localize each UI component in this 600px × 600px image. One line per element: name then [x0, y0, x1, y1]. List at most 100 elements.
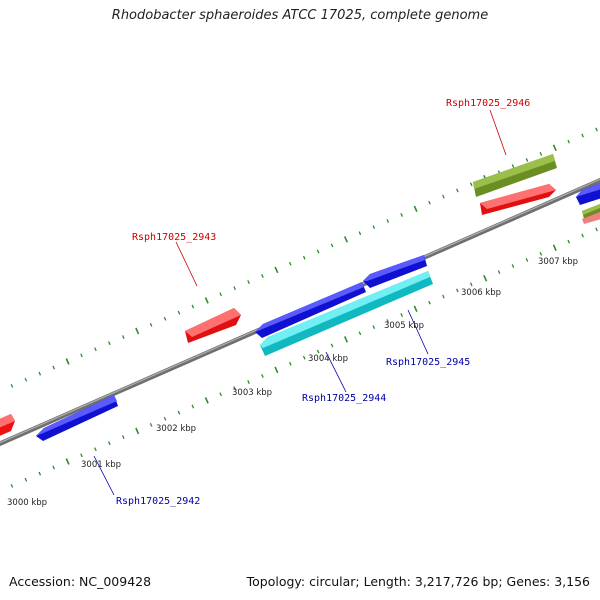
tick-mark — [135, 427, 140, 435]
tick-mark — [80, 353, 83, 358]
tick-mark — [400, 213, 403, 217]
gene-feature-edge-olive[interactable] — [582, 202, 600, 224]
tick-mark — [386, 319, 390, 323]
tick-mark — [38, 371, 42, 376]
gene-label-2945[interactable]: Rsph17025_2945 — [386, 357, 470, 368]
tick-mark — [289, 261, 292, 266]
tick-mark — [595, 227, 598, 232]
tick-mark — [442, 194, 445, 199]
tick-mark — [595, 127, 598, 132]
kbp-label: 3002 kbp — [156, 424, 196, 434]
gene-feature[interactable] — [0, 414, 15, 440]
tick-mark — [191, 404, 195, 409]
tick-mark — [400, 313, 403, 317]
tick-mark — [497, 270, 501, 275]
tick-mark — [456, 288, 459, 293]
tick-mark — [233, 386, 236, 391]
tick-mark — [413, 205, 418, 213]
tick-mark — [372, 325, 376, 330]
tick-mark — [65, 458, 70, 465]
map-title: Rhodobacter sphaeroides ATCC 17025, comp… — [111, 8, 489, 23]
tick-mark — [204, 297, 209, 304]
tick-mark — [10, 483, 14, 488]
kbp-label: 3003 kbp — [232, 388, 272, 398]
tick-mark — [24, 477, 28, 482]
leader-line-2944 — [325, 351, 347, 393]
gene-rsph17025-2946[interactable] — [480, 184, 556, 215]
gene-label-2943[interactable]: Rsph17025_2943 — [132, 232, 216, 243]
tick-mark — [581, 133, 584, 138]
tick-mark — [330, 243, 334, 248]
gene-rsph17025-2942[interactable] — [36, 395, 118, 441]
tick-mark — [135, 327, 140, 335]
tick-mark — [177, 410, 181, 415]
gene-rsph17025-2943[interactable] — [185, 308, 241, 343]
tick-mark — [539, 251, 543, 256]
tick-mark — [149, 322, 153, 327]
tick-mark — [289, 361, 292, 366]
kbp-label: 3004 kbp — [308, 354, 348, 364]
accession-text: Accession: NC_009428 — [9, 574, 152, 589]
tick-mark — [372, 225, 376, 230]
tick-mark — [469, 182, 473, 187]
tick-mark — [343, 236, 349, 243]
tick-mark — [567, 239, 570, 244]
tick-mark — [483, 274, 488, 282]
tick-mark — [80, 453, 83, 458]
tick-mark — [274, 266, 279, 274]
gene-label-2942[interactable]: Rsph17025_2942 — [116, 496, 200, 507]
gene-rsph17025-2946-olive[interactable] — [473, 154, 557, 197]
tick-mark — [94, 447, 97, 452]
tick-mark — [94, 347, 97, 352]
tick-mark — [261, 374, 264, 378]
tick-mark — [191, 304, 195, 309]
kbp-label: 3005 kbp — [384, 321, 424, 331]
tick-mark — [442, 294, 445, 299]
tick-mark — [108, 441, 111, 446]
tick-mark — [163, 316, 167, 321]
tick-mark — [330, 343, 334, 348]
tick-mark — [24, 377, 28, 382]
tick-mark — [274, 366, 279, 374]
tick-mark — [428, 300, 431, 305]
tick-mark — [552, 144, 557, 152]
gene-label-2944[interactable]: Rsph17025_2944 — [302, 393, 386, 404]
leader-line-2943 — [175, 241, 198, 287]
tick-mark — [343, 336, 349, 343]
tick-mark — [233, 286, 236, 291]
tick-mark — [511, 264, 515, 268]
tick-mark — [108, 341, 111, 346]
tick-mark — [581, 233, 584, 238]
kbp-label: 3007 kbp — [538, 257, 578, 267]
gene-feature-reverse[interactable] — [363, 255, 427, 288]
leader-line-2942 — [93, 455, 115, 496]
tick-mark — [177, 310, 181, 315]
leader-line-2945 — [407, 309, 429, 355]
tick-mark — [567, 139, 570, 144]
tick-mark — [219, 292, 222, 297]
gene-rsph17025-2945[interactable] — [260, 271, 433, 356]
tick-mark — [204, 397, 209, 404]
tick-mark — [539, 151, 543, 156]
gene-rsph17025-2944[interactable] — [255, 282, 366, 338]
genome-stats-text: Topology: circular; Length: 3,217,726 bp… — [246, 574, 590, 589]
tick-mark — [525, 258, 529, 262]
tick-mark — [219, 392, 222, 397]
tick-mark — [247, 280, 250, 284]
leader-line-2946 — [489, 109, 507, 156]
tick-mark — [316, 249, 320, 254]
tick-mark — [469, 282, 473, 287]
tick-mark — [38, 471, 42, 476]
tick-mark — [163, 416, 167, 421]
tick-mark — [316, 349, 320, 354]
tick-mark — [52, 465, 55, 470]
gene-feature-edge-blue[interactable] — [576, 181, 600, 205]
tick-mark — [413, 305, 418, 313]
kbp-label: 3006 kbp — [461, 288, 501, 298]
tick-mark — [122, 435, 125, 439]
tick-mark — [65, 358, 70, 365]
gene-label-2946[interactable]: Rsph17025_2946 — [446, 98, 530, 109]
tick-mark — [428, 200, 431, 205]
tick-mark — [302, 355, 306, 360]
tick-mark — [52, 365, 55, 370]
